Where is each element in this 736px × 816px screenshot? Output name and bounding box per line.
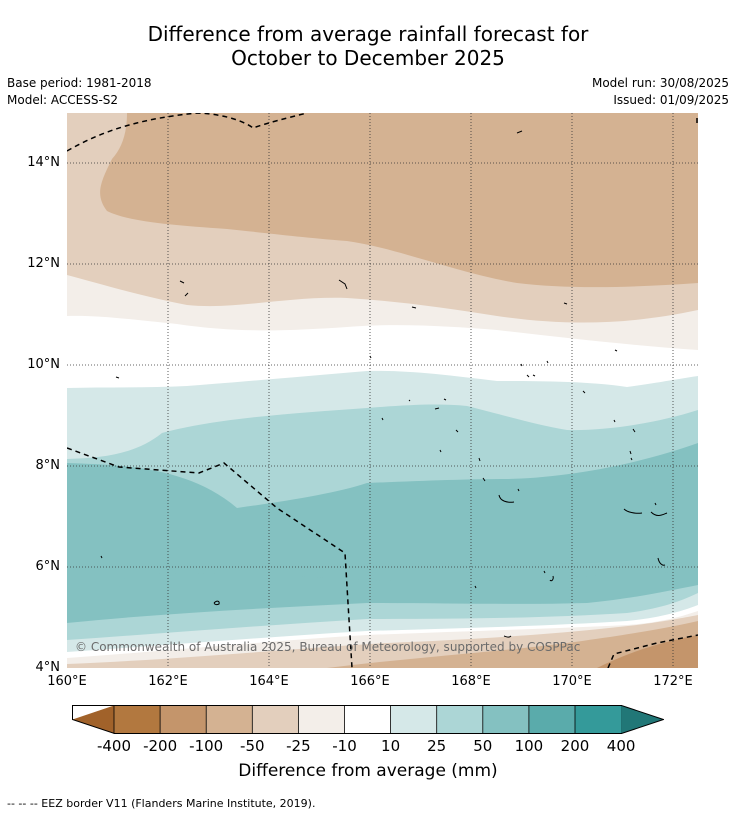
colorbar-tick-label: -10: [332, 737, 357, 755]
lat-label-12n: 12°N: [27, 256, 60, 271]
lon-label-172e: 172°E: [653, 674, 693, 689]
base-period: Base period: 1981-2018: [7, 76, 152, 90]
title-line-1: Difference from average rainfall forecas…: [147, 22, 589, 46]
eez-border: [67, 113, 698, 668]
colorbar-tick-label: 25: [427, 737, 447, 755]
lon-label-162e: 162°E: [148, 674, 188, 689]
model-run: Model run: 30/08/2025: [591, 76, 729, 90]
colorbar-tick-label: -100: [189, 737, 224, 755]
lat-label-8n: 8°N: [35, 458, 61, 473]
colorbar-segment: [113, 705, 161, 734]
lon-label-164e: 164°E: [249, 674, 289, 689]
colorbar-segment: [344, 705, 392, 734]
colorbar-tick-label: -400: [96, 737, 132, 755]
colorbar-segment: [251, 705, 300, 734]
colorbar-tick-label: 400: [606, 737, 636, 755]
issued-date: Issued: 01/09/2025: [613, 93, 729, 107]
colorbar-segment: [205, 705, 254, 734]
rainfall-map: [67, 113, 698, 668]
eez-footnote: -- -- -- EEZ border V11 (Flanders Marine…: [7, 797, 316, 810]
colorbar-extend-low: [72, 705, 114, 734]
model-name: Model: ACCESS-S2: [7, 93, 119, 107]
colorbar-segment: [390, 705, 438, 734]
colorbar-extend-high: [621, 705, 664, 734]
map-title: Difference from average rainfall forecas…: [0, 22, 736, 70]
colorbar-title: Difference from average (mm): [238, 761, 498, 781]
lat-label-10n: 10°N: [27, 357, 60, 372]
colorbar-tick-label: 10: [381, 737, 401, 755]
lon-label-166e: 166°E: [350, 674, 390, 689]
colorbar-tick-label: 100: [514, 737, 544, 755]
lon-label-168e: 168°E: [451, 674, 491, 689]
title-line-2: October to December 2025: [231, 46, 505, 70]
contour-minus-50: [100, 113, 698, 288]
contour-minus-50-south: [327, 621, 698, 668]
copyright-notice: © Commonwealth of Australia 2025, Bureau…: [75, 640, 581, 654]
lon-label-160e: 160°E: [47, 674, 87, 689]
lon-label-170e: 170°E: [552, 674, 592, 689]
colorbar-segment: [159, 705, 208, 734]
colorbar: [72, 705, 664, 734]
colorbar-tick-label: -200: [143, 737, 178, 755]
colorbar-tick-label: -50: [240, 737, 265, 755]
map-panel: © Commonwealth of Australia 2025, Bureau…: [67, 113, 698, 668]
colorbar-segment: [482, 705, 530, 734]
islands: [100, 130, 668, 638]
colorbar-tick-label: -25: [286, 737, 311, 755]
lat-label-4n: 4°N: [35, 660, 61, 675]
colorbar-tick-label: 200: [560, 737, 590, 755]
colorbar-segment: [574, 705, 622, 734]
colorbar-segment: [297, 705, 346, 734]
graticule: [67, 113, 698, 668]
colorbar-segment: [528, 705, 576, 734]
meta-left: Base period: 1981-2018 Model: ACCESS-S2: [7, 75, 152, 109]
colorbar-segment: [436, 705, 484, 734]
meta-right: Model run: 30/08/2025 Issued: 01/09/2025: [592, 75, 729, 109]
colorbar-tick-label: 50: [473, 737, 493, 755]
lat-label-6n: 6°N: [35, 559, 61, 574]
lat-label-14n: 14°N: [27, 155, 60, 170]
